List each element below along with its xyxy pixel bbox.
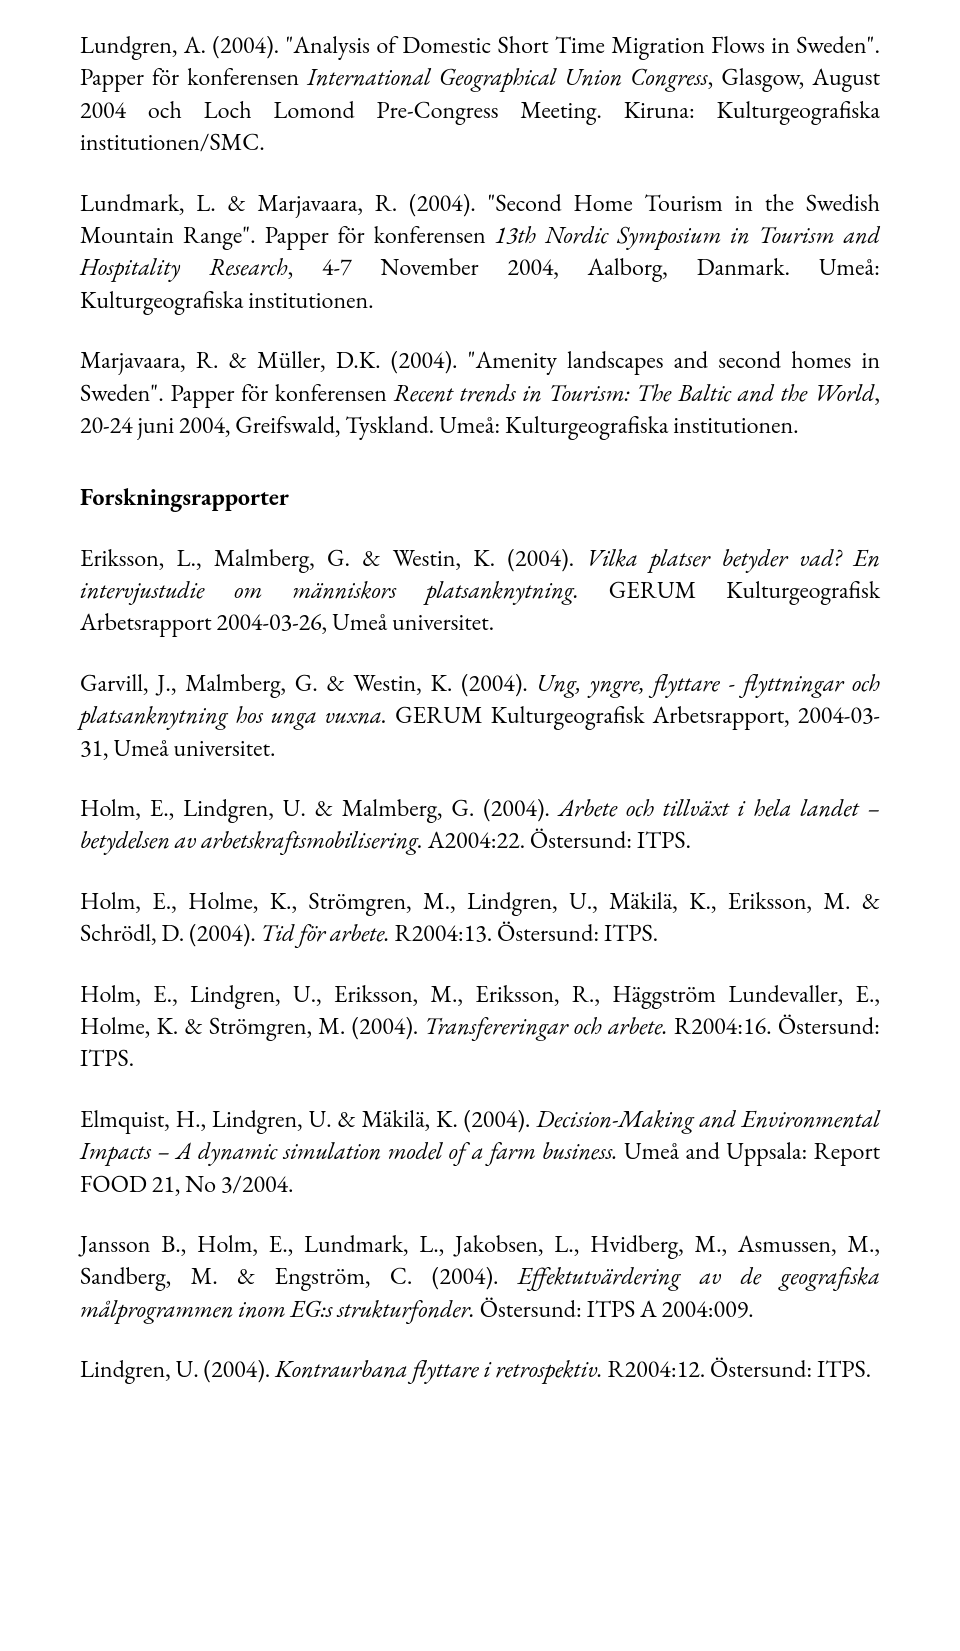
reference-paragraph: Lundmark, L. & Marjavaara, R. (2004). "S… <box>80 188 880 318</box>
report-paragraph: Eriksson, L., Malmberg, G. & Westin, K. … <box>80 543 880 640</box>
section-heading: Forskningsrapporter <box>80 482 880 514</box>
body-text: Garvill, J., Malmberg, G. & Westin, K. (… <box>80 668 537 699</box>
body-text: Östersund: ITPS A 2004:009. <box>475 1294 754 1325</box>
reference-paragraph: Marjavaara, R. & Müller, D.K. (2004). "A… <box>80 345 880 442</box>
italic-text: Kontraurbana flyttare i retrospektiv. <box>275 1354 603 1385</box>
document-body: Lundgren, A. (2004). "Analysis of Domest… <box>80 30 880 1387</box>
report-paragraph: Holm, E., Lindgren, U., Eriksson, M., Er… <box>80 979 880 1076</box>
reference-paragraph: Lundgren, A. (2004). "Analysis of Domest… <box>80 30 880 160</box>
body-text: Holm, E., Lindgren, U. & Malmberg, G. (2… <box>80 793 559 824</box>
report-paragraph: Holm, E., Lindgren, U. & Malmberg, G. (2… <box>80 793 880 858</box>
italic-text: International Geographical Union Congres… <box>307 62 708 93</box>
italic-text: Tid för arbete. <box>261 918 390 949</box>
italic-text: Recent trends in Tourism: The Baltic and… <box>394 378 875 409</box>
italic-text: Transfereringar och arbete. <box>425 1011 668 1042</box>
body-text: A2004:22. Östersund: ITPS. <box>423 825 691 856</box>
body-text: R2004:12. Östersund: ITPS. <box>603 1354 871 1385</box>
body-text: Elmquist, H., Lindgren, U. & Mäkilä, K. … <box>80 1104 536 1135</box>
body-text: Eriksson, L., Malmberg, G. & Westin, K. … <box>80 543 586 574</box>
body-text: R2004:13. Östersund: ITPS. <box>390 918 658 949</box>
report-paragraph: Elmquist, H., Lindgren, U. & Mäkilä, K. … <box>80 1104 880 1201</box>
report-paragraph: Jansson B., Holm, E., Lundmark, L., Jako… <box>80 1229 880 1326</box>
report-paragraph: Lindgren, U. (2004). Kontraurbana flytta… <box>80 1354 880 1386</box>
report-paragraph: Garvill, J., Malmberg, G. & Westin, K. (… <box>80 668 880 765</box>
report-paragraph: Holm, E., Holme, K., Strömgren, M., Lind… <box>80 886 880 951</box>
body-text: Lindgren, U. (2004). <box>80 1354 275 1385</box>
